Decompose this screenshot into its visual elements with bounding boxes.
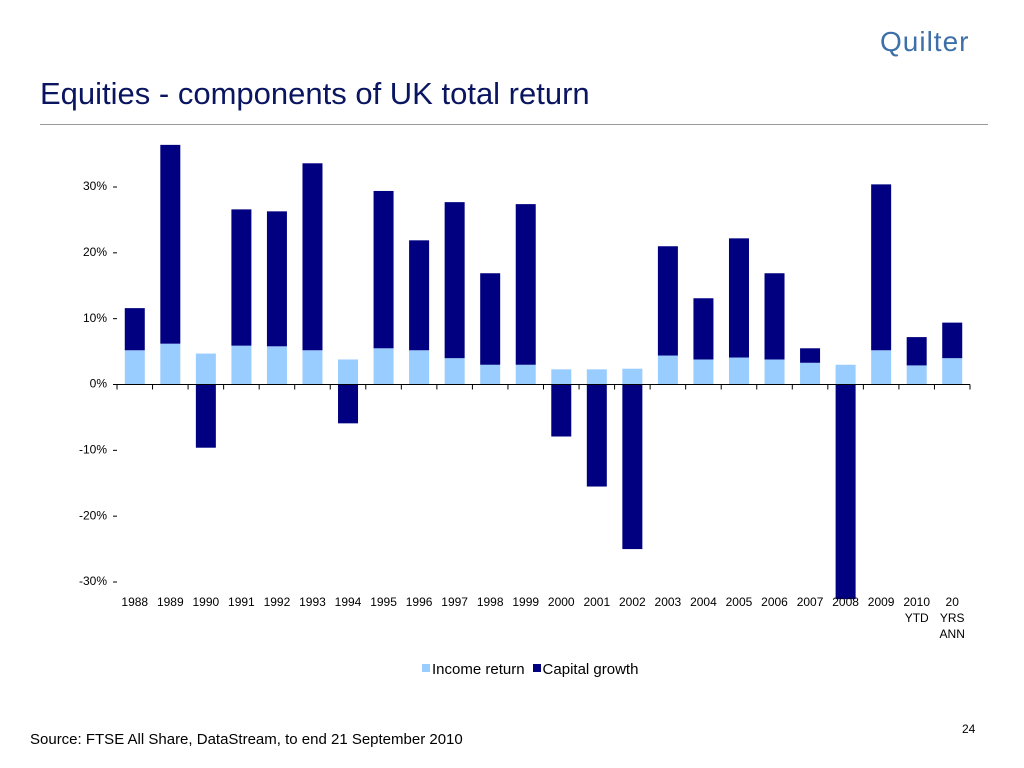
x-tick-label: 1993 <box>299 595 326 609</box>
bar-segment <box>338 359 359 385</box>
x-tick-label: 2006 <box>761 595 788 609</box>
x-tick-label: 2002 <box>618 595 646 609</box>
bar-segment <box>266 346 287 385</box>
x-tick-label: 1994 <box>334 595 362 609</box>
bar-segment <box>266 211 287 347</box>
bar-segment <box>800 348 821 363</box>
x-tick-label: 2001 <box>583 595 611 609</box>
x-tick-label: 2000 <box>547 595 575 609</box>
bar-segment <box>480 273 501 365</box>
bar-segment <box>622 384 643 550</box>
bar-segment <box>302 163 323 351</box>
bar-segment <box>871 350 892 385</box>
bar-segment <box>764 359 785 385</box>
x-tick-label: 2009 <box>867 595 895 609</box>
x-tick-label: 1988 <box>121 595 149 609</box>
bar-segment <box>338 384 359 424</box>
legend-label: Capital growth <box>542 661 639 678</box>
bar-segment <box>835 384 856 600</box>
bar-segment <box>942 358 963 385</box>
x-tick-label: 1991 <box>228 595 255 609</box>
x-tick-label: 2005 <box>725 595 753 609</box>
bar-segment <box>586 369 607 385</box>
bar-segment <box>231 345 252 385</box>
bar-segment <box>764 273 785 360</box>
bar-segment <box>800 362 821 385</box>
bar-segment <box>693 298 714 360</box>
y-tick-label: 0% <box>90 377 108 391</box>
bar-segment <box>693 359 714 385</box>
bar-segment <box>124 308 145 351</box>
y-tick-label: 30% <box>83 179 107 193</box>
x-tick-label: 1989 <box>156 595 184 609</box>
bar-segment <box>409 240 430 351</box>
x-tick-label: 2007 <box>796 595 824 609</box>
y-tick-label: -20% <box>79 508 107 522</box>
x-tick-label: 1995 <box>370 595 397 609</box>
y-tick-label: 10% <box>83 311 107 325</box>
bar-segment <box>373 348 394 385</box>
source-note: Source: FTSE All Share, DataStream, to e… <box>30 731 463 748</box>
bar-segment <box>942 322 963 359</box>
x-tick-label: 20 YRS ANN <box>939 595 965 641</box>
x-tick-label: 1998 <box>476 595 504 609</box>
bar-segment <box>444 202 465 359</box>
slide-title: Equities - components of UK total return <box>40 76 590 111</box>
bar-segment <box>728 238 749 358</box>
bar-segment <box>906 337 927 366</box>
y-tick-label: -10% <box>79 443 107 457</box>
x-tick-label: 1992 <box>263 595 291 609</box>
bar-segment <box>231 209 252 346</box>
bar-segment <box>657 355 678 385</box>
bar-segment <box>160 343 181 385</box>
bar-segment <box>728 357 749 385</box>
page-number: 24 <box>962 722 976 736</box>
bar-segment <box>195 384 216 448</box>
logo: Quilter <box>880 26 970 57</box>
bar-segment <box>160 144 181 344</box>
y-tick-label: 20% <box>83 245 107 259</box>
bar-segment <box>444 358 465 385</box>
y-tick-label: -30% <box>79 574 107 588</box>
x-tick-label: 2010 YTD <box>903 595 931 625</box>
x-tick-label: 1996 <box>405 595 433 609</box>
x-tick-label: 2003 <box>654 595 682 609</box>
x-tick-label: 1999 <box>512 595 540 609</box>
bar-segment <box>480 364 501 385</box>
bar-segment <box>622 368 643 385</box>
bar-segment <box>551 369 572 385</box>
bar-segment <box>657 246 678 356</box>
legend-label: Income return <box>432 661 525 678</box>
bar-segment <box>515 364 536 385</box>
bar-segment <box>551 384 572 437</box>
x-tick-label: 1990 <box>192 595 220 609</box>
x-tick-label: 2004 <box>690 595 717 609</box>
x-tick-label: 2008 <box>832 595 859 609</box>
x-tick-label: 1997 <box>441 595 468 609</box>
bar-segment <box>586 384 607 487</box>
bar-segment <box>515 204 536 365</box>
bar-segment <box>835 364 856 385</box>
bar-segment <box>124 350 145 385</box>
bar-segment <box>195 353 216 385</box>
bar-segment <box>906 365 927 385</box>
bar-segment <box>871 184 892 351</box>
bar-segment <box>302 350 323 385</box>
title-rule <box>40 124 988 125</box>
bar-segment <box>409 350 430 385</box>
bar-segment <box>373 190 394 349</box>
legend-swatch <box>532 664 541 672</box>
legend-swatch <box>422 664 430 672</box>
